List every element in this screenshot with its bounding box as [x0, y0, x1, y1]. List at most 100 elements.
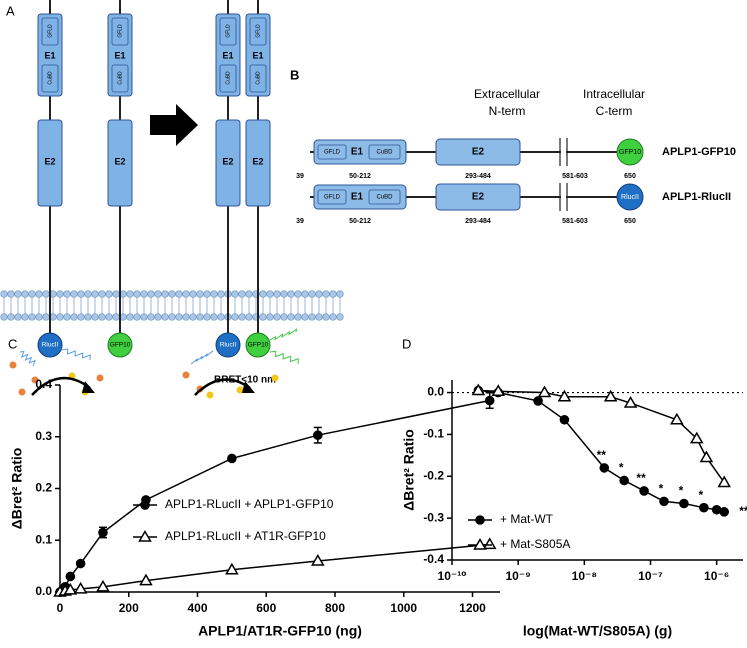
marker	[65, 571, 76, 582]
domain-label: E1	[44, 50, 55, 60]
lipid-head	[0, 290, 8, 298]
lipid-head	[133, 290, 141, 298]
lipid-head	[273, 313, 281, 321]
lipid-head	[0, 313, 8, 321]
domain-label: CuBD	[376, 195, 393, 201]
lipid-head	[133, 313, 141, 321]
y-tick-label: -0.1	[423, 427, 444, 441]
substrate-dot	[182, 371, 190, 379]
lipid-head	[210, 290, 218, 298]
domain-label: E1	[222, 50, 233, 60]
lipid-head	[287, 290, 295, 298]
lipid-head	[21, 290, 29, 298]
lipid-head	[42, 290, 50, 298]
lipid-head	[280, 313, 288, 321]
legend-marker	[475, 515, 485, 525]
lipid-head	[175, 290, 183, 298]
domain-label: E2	[114, 156, 125, 166]
lipid-head	[35, 313, 43, 321]
lipid-head	[336, 313, 344, 321]
domain-label: CuBD	[225, 71, 231, 85]
marker	[639, 486, 649, 496]
lipid-head	[105, 290, 113, 298]
residue-range: 39	[296, 218, 304, 225]
residue-range: 650	[624, 173, 636, 180]
marker	[225, 562, 239, 575]
domain-box	[245, 119, 271, 207]
lipid-head	[175, 313, 183, 321]
residue-range: 581-603	[562, 218, 588, 225]
x-axis-label: APLP1/AT1R-GFP10 (ng)	[198, 623, 362, 639]
lipid-head	[161, 290, 169, 298]
lipid-head	[21, 313, 29, 321]
lipid-head	[308, 313, 316, 321]
domain-label: CuBD	[47, 71, 53, 85]
lipid-head	[245, 313, 253, 321]
marker	[623, 396, 638, 408]
lipid-head	[203, 313, 211, 321]
lipid-head	[301, 313, 309, 321]
protein: GFLD E1 CuBD E2	[107, 0, 133, 345]
lipid-head	[168, 290, 176, 298]
lipid-head	[329, 290, 337, 298]
lipid-head	[140, 313, 148, 321]
lipid-head	[322, 290, 330, 298]
domain-label: E1	[252, 50, 263, 60]
lipid-head	[77, 313, 85, 321]
domain-label: CuBD	[376, 150, 393, 156]
residue-range: 39	[296, 173, 304, 180]
tag-circle	[616, 138, 644, 166]
domain-box	[249, 64, 267, 93]
protein: GFLD E1 CuBD E2	[215, 0, 241, 345]
lipid-head	[301, 290, 309, 298]
marker	[227, 453, 237, 464]
tag-circle	[616, 183, 644, 211]
x-tick-label: 200	[119, 601, 139, 615]
marker	[491, 384, 506, 397]
marker	[484, 395, 495, 406]
tag-label: GFP10	[619, 149, 641, 156]
lipid-head	[266, 313, 274, 321]
lipid-head	[259, 313, 267, 321]
construct: GFLD E1 CuBD E2 RlucII APLP1-RlucII 39 50-212 29…	[296, 183, 731, 225]
lipid-head	[322, 313, 330, 321]
substrate-dot	[271, 374, 279, 382]
membrane	[0, 290, 344, 321]
lipid-head	[168, 313, 176, 321]
marker	[96, 579, 110, 592]
domain-label: E1	[351, 192, 364, 203]
marker	[619, 475, 629, 486]
lipid-head	[112, 313, 120, 321]
domain-box	[435, 183, 521, 211]
lipid-head	[14, 313, 22, 321]
significance: **	[636, 471, 646, 485]
bret-label: BRET<10 nm	[214, 375, 276, 386]
region-header: C-term	[596, 104, 633, 118]
lipid-head	[280, 290, 288, 298]
tag-label: GFP10	[110, 342, 131, 349]
domain-label: E2	[44, 156, 55, 166]
domain-label: GFLD	[255, 24, 261, 38]
x-tick-label: 600	[256, 601, 276, 615]
construct: GFLD E1 CuBD E2 GFP10 APLP1-GFP10 39 50-212 293-…	[296, 138, 736, 180]
substrate-dot	[96, 374, 104, 382]
domain-label: GFLD	[324, 195, 341, 201]
marker	[599, 463, 610, 473]
marker	[699, 450, 714, 463]
domain-box	[249, 17, 267, 46]
lipid-head	[77, 290, 85, 298]
marker	[719, 507, 730, 517]
marker	[689, 431, 704, 444]
marker	[63, 582, 78, 595]
emission-wave	[190, 350, 214, 365]
marker	[537, 385, 552, 398]
lipid-head	[126, 290, 134, 298]
x-tick-label: 10⁻⁷	[638, 569, 663, 583]
marker	[533, 396, 543, 406]
domain-box	[317, 144, 347, 160]
domain-label: E1	[351, 147, 364, 158]
membrane-gap	[561, 194, 566, 200]
reaction-arrowhead	[242, 381, 255, 393]
x-tick-label: 1000	[390, 601, 417, 615]
